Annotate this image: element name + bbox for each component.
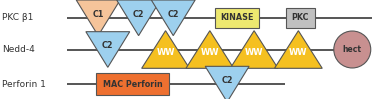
Text: WW: WW [245, 48, 263, 57]
Text: hect: hect [343, 45, 362, 54]
Polygon shape [186, 31, 234, 68]
Text: C2: C2 [133, 10, 144, 19]
Text: MAC Perforin: MAC Perforin [103, 80, 163, 89]
Polygon shape [151, 0, 195, 36]
Text: KINASE: KINASE [220, 13, 253, 22]
Polygon shape [117, 0, 161, 36]
Ellipse shape [334, 31, 371, 68]
FancyBboxPatch shape [215, 8, 259, 28]
Polygon shape [86, 32, 130, 67]
Text: PKC: PKC [291, 13, 309, 22]
Text: C1: C1 [92, 10, 104, 19]
Polygon shape [142, 31, 189, 68]
Text: WW: WW [156, 48, 175, 57]
Text: WW: WW [201, 48, 219, 57]
Text: Nedd-4: Nedd-4 [2, 45, 35, 54]
Polygon shape [76, 0, 120, 36]
Polygon shape [205, 66, 249, 99]
Text: PKC β1: PKC β1 [2, 13, 33, 22]
Text: Perforin 1: Perforin 1 [2, 80, 46, 89]
FancyBboxPatch shape [96, 73, 169, 95]
Text: C2: C2 [167, 10, 179, 19]
Text: C2: C2 [102, 41, 114, 50]
Polygon shape [230, 31, 278, 68]
Polygon shape [275, 31, 322, 68]
Text: C2: C2 [221, 76, 233, 85]
FancyBboxPatch shape [286, 8, 315, 28]
Text: WW: WW [289, 48, 308, 57]
